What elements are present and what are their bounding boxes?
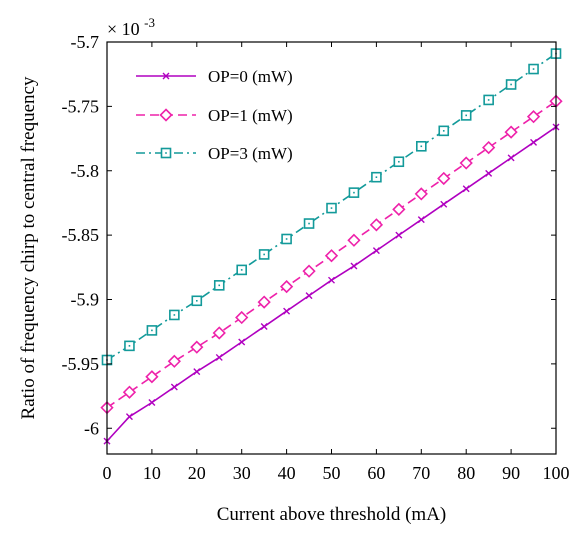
data-point-marker-center: [308, 222, 310, 225]
data-point-marker: [125, 413, 133, 421]
data-point-marker: [159, 108, 173, 122]
series-group: [101, 48, 562, 366]
data-point-marker-center: [353, 191, 355, 194]
y-tick-label: -6: [84, 418, 99, 438]
data-point-marker-center: [240, 269, 243, 271]
data-point-marker-center: [487, 99, 490, 101]
data-point-marker: [215, 353, 223, 361]
data-point-marker: [395, 231, 403, 239]
data-point-marker-center: [285, 238, 288, 240]
data-point-marker: [145, 370, 159, 384]
data-point-marker: [417, 216, 425, 224]
data-point-marker: [162, 72, 170, 80]
series-layer: [100, 48, 563, 445]
data-point-marker: [279, 279, 294, 294]
x-tick-label: 30: [233, 463, 251, 483]
data-point-marker: [260, 323, 268, 331]
data-point-marker: [122, 385, 137, 399]
data-point-marker-center: [173, 314, 176, 316]
data-point-marker: [530, 138, 538, 146]
data-point-marker: [238, 338, 246, 346]
data-point-marker-center: [420, 145, 423, 148]
data-point-marker-center: [151, 329, 153, 332]
data-point-marker-center: [375, 176, 378, 178]
data-point-marker-center: [165, 152, 167, 154]
x-tick-label: 0: [103, 463, 112, 483]
legend-entry-label: OP=1 (mW): [208, 106, 293, 125]
data-point-marker: [459, 156, 473, 170]
data-point-marker-center: [442, 130, 445, 132]
data-point-marker: [324, 249, 339, 263]
x-tick-label: 20: [188, 463, 206, 483]
scale-exponent-label: × 10: [107, 19, 140, 39]
data-point-marker: [504, 125, 518, 139]
data-point-marker: [170, 383, 178, 391]
x-tick-label: 70: [412, 463, 430, 483]
data-point-marker: [347, 233, 361, 247]
axes-layer: 0 10 20 30 40 50 60 70 80 90 100 -6 -5.95 -5.9 -5.85 -5…: [62, 32, 570, 483]
scale-exponent: × 10 -3: [107, 15, 155, 39]
data-point-marker-center: [510, 83, 512, 86]
x-tick-label: 40: [278, 463, 296, 483]
y-axis-label: Ratio of frequency chirp to central freq…: [18, 76, 39, 419]
data-point-marker: [302, 264, 316, 278]
x-tick-label: 80: [457, 463, 475, 483]
data-point-marker: [305, 292, 313, 300]
data-point-marker-center: [330, 207, 333, 209]
data-point-marker: [507, 154, 515, 162]
legend: OP=0 (mW) OP=1 (mW) OP=3 (mW): [136, 67, 293, 163]
data-point-marker-center: [218, 284, 221, 287]
data-point-marker: [485, 169, 493, 177]
data-point-marker: [369, 218, 384, 232]
series-group: [103, 123, 560, 445]
y-tick-label: -5.7: [71, 32, 100, 52]
data-point-marker: [392, 202, 406, 217]
legend-entry-label: OP=0 (mW): [208, 67, 293, 86]
data-point-marker: [257, 295, 271, 309]
x-tick-label: 10: [143, 463, 161, 483]
data-point-marker-center: [128, 345, 131, 347]
x-tick-label: 50: [323, 463, 341, 483]
data-point-marker: [328, 276, 335, 284]
data-point-marker: [193, 368, 201, 376]
y-tick-label: -5.95: [62, 354, 100, 374]
data-point-marker-center: [465, 114, 467, 117]
data-point-marker: [235, 310, 249, 325]
x-tick-label: 100: [543, 463, 570, 483]
data-point-marker: [414, 187, 428, 201]
scale-exponent-power: -3: [144, 15, 155, 30]
data-point-marker: [212, 326, 226, 340]
data-point-marker: [437, 171, 451, 186]
data-point-marker: [482, 140, 496, 155]
data-point-marker-center: [263, 253, 265, 256]
data-point-marker: [167, 354, 181, 368]
data-point-marker: [440, 200, 448, 208]
x-axis-label: Current above threshold (mA): [217, 504, 447, 525]
series-group: [100, 94, 563, 415]
y-tick-label: -5.9: [71, 290, 100, 310]
data-point-marker: [462, 185, 470, 193]
y-tick-label: -5.8: [71, 161, 100, 181]
data-point-marker-center: [398, 160, 400, 163]
legend-entry-label: OP=3 (mW): [208, 144, 293, 163]
data-point-marker: [190, 340, 204, 354]
data-point-marker-center: [532, 68, 535, 70]
x-tick-label: 90: [502, 463, 520, 483]
data-point-marker: [350, 262, 358, 270]
y-tick-label: -5.85: [62, 225, 100, 245]
data-point-marker: [526, 110, 541, 124]
data-point-marker: [372, 247, 380, 255]
y-tick-label: -5.75: [62, 96, 100, 116]
data-point-marker: [148, 399, 156, 406]
data-point-marker-center: [196, 299, 198, 302]
data-point-marker: [283, 307, 291, 315]
x-tick-label: 60: [367, 463, 385, 483]
